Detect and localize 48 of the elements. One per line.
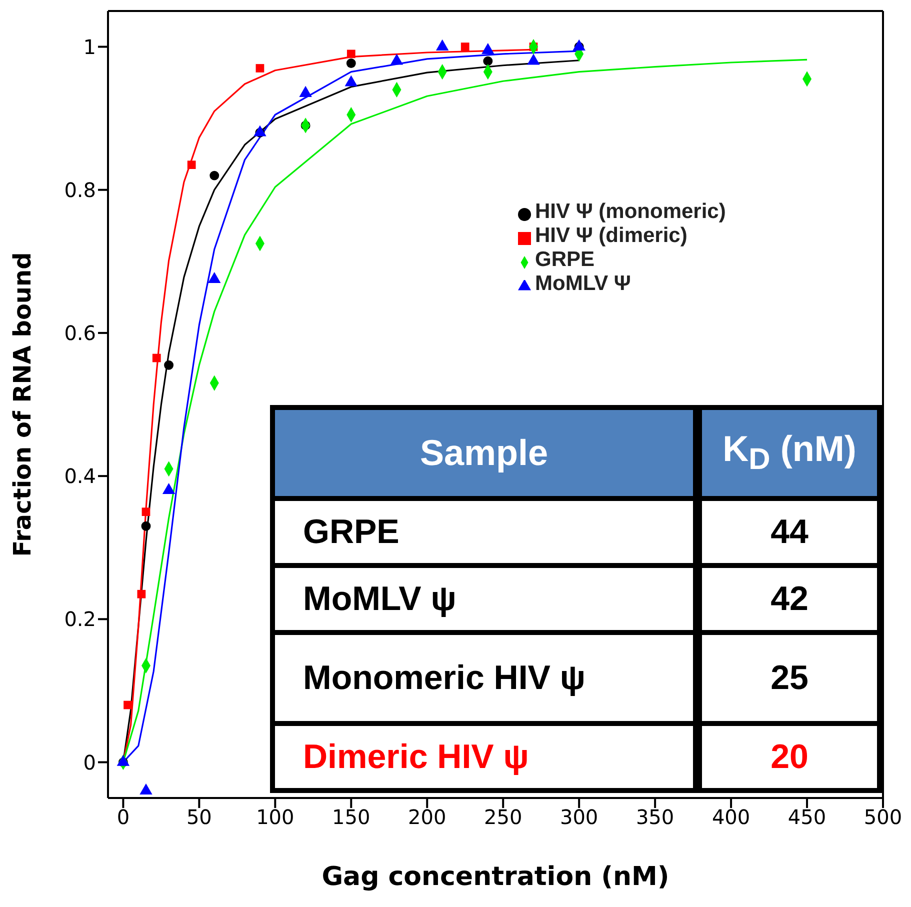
annotation: 25	[770, 658, 808, 698]
legend-label: GRPE	[535, 248, 595, 271]
point	[346, 50, 356, 58]
y-tick-label: 0.2	[64, 607, 96, 632]
point	[141, 521, 151, 531]
annotation: Sample	[420, 432, 548, 474]
x-tick-label: 450	[788, 805, 826, 830]
x-tick-label: 100	[256, 805, 294, 830]
point	[187, 160, 196, 170]
y-tick-label: 0.8	[64, 178, 96, 202]
y-tick-label: 1	[83, 34, 96, 59]
legend-label: HIV Ψ (dimeric)	[535, 224, 688, 247]
point	[152, 354, 161, 362]
legend-label: HIV Ψ (monomeric)	[535, 200, 726, 223]
point	[460, 42, 470, 51]
point	[140, 784, 152, 795]
annotation: Dimeric HIV ψ	[303, 738, 529, 776]
x-tick-label: 300	[560, 805, 598, 830]
point	[256, 64, 264, 72]
y-tick-label: 0.6	[64, 321, 96, 346]
x-tick-label: 350	[636, 805, 674, 830]
x-tick-label: 250	[484, 805, 522, 830]
point	[137, 590, 146, 598]
x-tick-label: 200	[408, 805, 446, 830]
point	[483, 56, 493, 66]
annotation: 44	[770, 512, 808, 552]
y-axis-title: Fraction of RNA bound	[8, 252, 37, 557]
annotation: 42	[770, 580, 808, 618]
annotation: GRPE	[303, 512, 400, 552]
x-tick-label: 500	[864, 805, 902, 830]
annotation: Monomeric HIV ψ	[303, 658, 586, 698]
point	[124, 700, 132, 710]
x-tick-label: 0	[116, 805, 130, 830]
annotation: MoMLV ψ	[303, 580, 456, 618]
annotation: 20	[770, 738, 808, 776]
y-tick-label: 0	[83, 750, 96, 774]
point	[162, 483, 176, 494]
x-tick-label: 150	[332, 805, 370, 830]
point	[164, 360, 174, 370]
point	[346, 58, 356, 68]
point	[142, 508, 150, 516]
point	[210, 170, 220, 180]
legend-label: MoMLV Ψ	[535, 272, 631, 295]
x-tick-label: 400	[712, 805, 750, 830]
y-tick-label: 0.4	[64, 464, 96, 488]
x-tick-label: 50	[186, 805, 212, 830]
annotation: K$_{D}$ (nM)	[722, 428, 856, 478]
x-axis-title: Gag concentration (nM)	[322, 862, 670, 892]
